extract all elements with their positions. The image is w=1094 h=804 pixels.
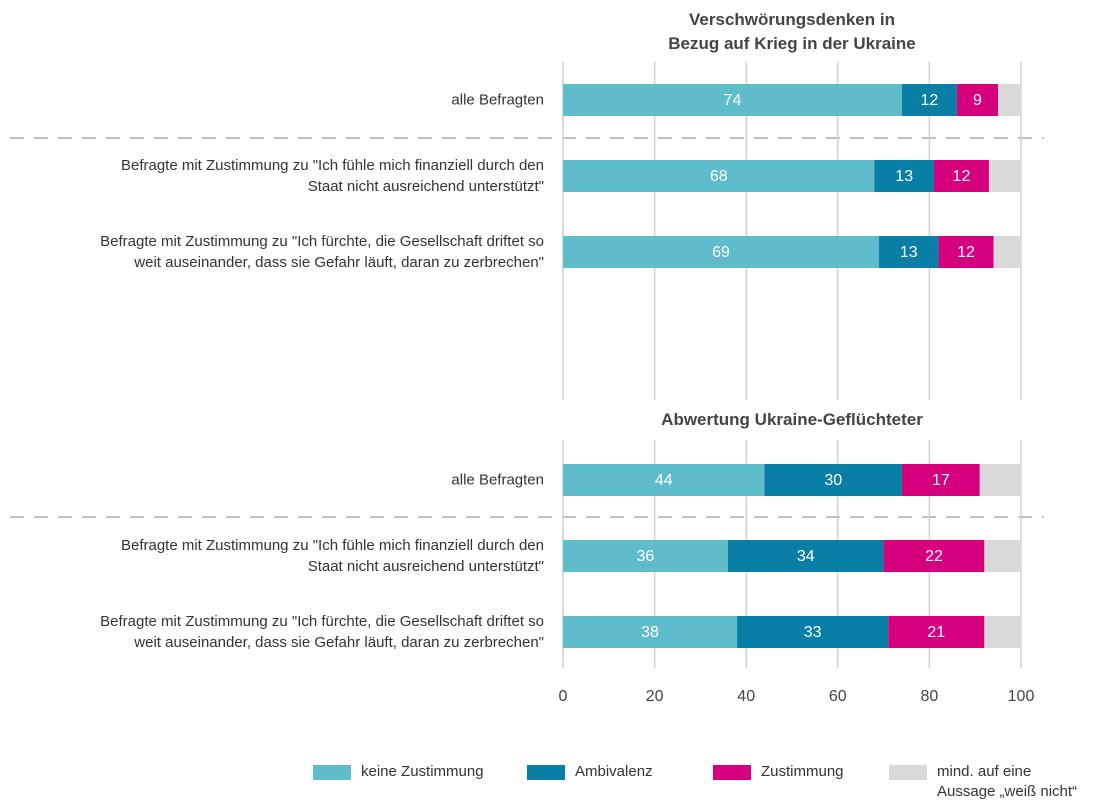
value-label: 9 [973,92,982,109]
bar-segment [956,84,999,116]
legend-label: Zustimmung [761,763,844,780]
value-label: 34 [797,548,815,565]
bar-segment [998,84,1021,116]
bar-segment [988,160,1021,192]
bar-segment [901,464,980,496]
x-tick-label: 80 [921,688,939,705]
bar-segment [883,540,985,572]
value-label: 12 [921,92,939,109]
bar-segment [563,84,902,116]
bar-segment [563,160,875,192]
panel-title: Verschwörungsdenken in Bezug auf Krieg i… [668,10,916,53]
bar-segment [933,160,989,192]
bar-segment [888,616,985,648]
value-label: 33 [804,624,822,641]
bar-segment [984,540,1021,572]
value-label: 30 [824,472,842,489]
category-label: Befragte mit Zustimmung zu "Ich fühle mi… [120,157,544,195]
panel-title: Abwertung Ukraine-Geflüchteter [661,410,923,429]
legend-swatch [889,765,927,780]
legend-label: keine Zustimmung [361,763,484,780]
legend-label: Ambivalenz [575,763,653,780]
category-label: Befragte mit Zustimmung zu "Ich fürchte,… [100,233,544,271]
legend-swatch [713,765,751,780]
legend-label: mind. auf eine Aussage „weiß nicht“ [937,763,1078,800]
bar-segment [938,236,994,268]
value-label: 38 [641,624,659,641]
value-label: 13 [895,168,913,185]
x-tick-label: 100 [1008,688,1035,705]
x-tick-label: 40 [737,688,755,705]
value-label: 12 [957,244,975,261]
bar-segment [563,464,765,496]
bar-segment [979,464,1021,496]
legend-item: keine Zustimmung [313,762,484,782]
value-label: 69 [712,244,730,261]
bar-segment [879,236,939,268]
bar-segment [993,236,1021,268]
category-label: Befragte mit Zustimmung zu "Ich fürchte,… [100,613,544,651]
legend-item: mind. auf eine Aussage „weiß nicht“ [889,762,1077,802]
legend-swatch [527,765,565,780]
category-label: Befragte mit Zustimmung zu "Ich fühle mi… [120,537,544,575]
value-label: 22 [925,548,943,565]
bar-segment [727,540,884,572]
legend-item: Zustimmung [713,762,844,782]
bar-segment [764,464,902,496]
value-label: 74 [724,92,742,109]
value-label: 12 [953,168,971,185]
bar-segment [874,160,934,192]
bar-segment [563,616,738,648]
legend-swatch [313,765,351,780]
bar-segment [563,236,880,268]
bar-segment [737,616,889,648]
category-label: alle Befragten [451,471,544,489]
value-label: 44 [655,472,673,489]
bar-segment [563,540,728,572]
legend-item: Ambivalenz [527,762,653,782]
bar-segment [901,84,957,116]
x-tick-label: 60 [829,688,847,705]
bar-segment [984,616,1021,648]
value-label: 17 [932,472,950,489]
value-label: 21 [927,624,945,641]
value-label: 68 [710,168,728,185]
value-label: 13 [900,244,918,261]
x-tick-label: 20 [646,688,664,705]
value-label: 36 [637,548,655,565]
x-tick-label: 0 [559,688,568,705]
category-label: alle Befragten [451,91,544,109]
